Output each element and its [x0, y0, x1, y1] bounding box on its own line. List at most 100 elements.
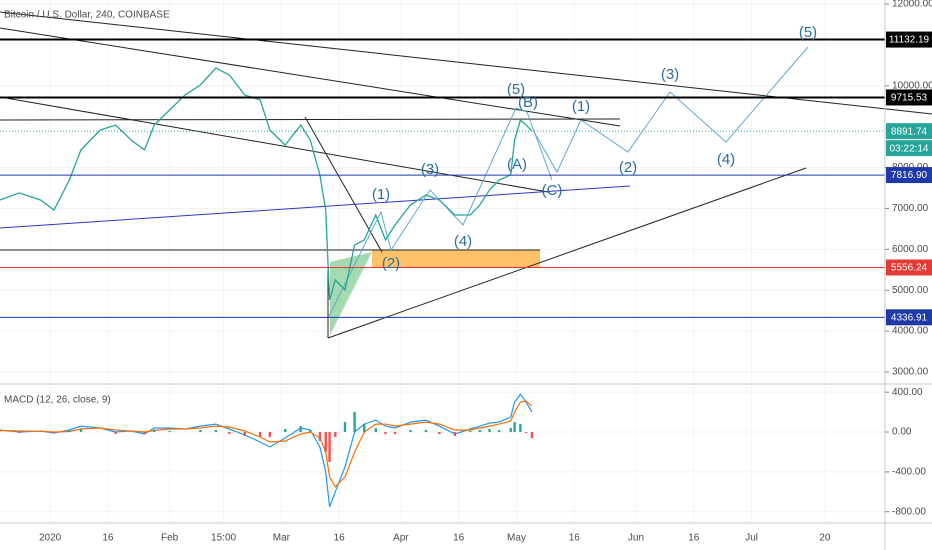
x-tick-label: Apr	[393, 533, 409, 544]
wave-label: (3)	[421, 161, 439, 178]
trend-line	[0, 96, 549, 193]
x-tick-label: 16	[569, 533, 581, 544]
x-tick-label: 16	[688, 533, 700, 544]
level-label-box	[886, 31, 932, 48]
level-label-box	[886, 89, 932, 106]
histogram-bar	[114, 432, 117, 435]
y-tick-label: 0.00	[892, 427, 912, 438]
histogram-bar	[497, 430, 501, 433]
histogram-bar	[424, 430, 428, 433]
y-tick-label: 400.00	[892, 387, 923, 398]
wave-label: (5)	[507, 81, 525, 98]
level-label: 5556.24	[891, 263, 928, 274]
wave-label: (4)	[454, 233, 472, 250]
level-label-box	[886, 167, 932, 184]
histogram-bar	[18, 432, 21, 434]
level-label: 9715.53	[891, 93, 928, 104]
x-tick-label: May	[507, 533, 526, 544]
trend-line	[0, 27, 621, 127]
level-label-box	[886, 123, 932, 140]
x-tick-label: Feb	[161, 533, 179, 544]
histogram-bar	[478, 430, 482, 433]
x-tick-label: 20	[819, 533, 831, 544]
histogram-bar	[409, 430, 412, 433]
histogram-bar	[488, 429, 491, 433]
wave-label: (5)	[799, 24, 817, 41]
x-tick-label: 16	[453, 533, 465, 544]
histogram-bar	[513, 422, 516, 433]
histogram-bar	[243, 432, 246, 437]
wave-label: (4)	[717, 151, 735, 168]
histogram-bar	[469, 431, 472, 433]
y-tick-label: -400.00	[892, 467, 926, 478]
wave-label: (C)	[542, 182, 563, 199]
wave-label: (2)	[382, 255, 400, 272]
histogram-bar	[324, 432, 327, 452]
y-tick-label: -800.00	[892, 506, 926, 517]
level-label-box	[886, 259, 932, 276]
y-tick-label: 5000.00	[892, 285, 929, 296]
histogram-bar	[363, 424, 366, 433]
histogram-bar	[284, 429, 287, 433]
level-label: 11132.19	[889, 35, 930, 46]
zone	[372, 250, 540, 267]
macd-title: MACD (12, 26, close, 9)	[4, 395, 111, 406]
histogram-bar	[384, 432, 387, 435]
histogram-bar	[199, 430, 202, 433]
histogram-bar	[343, 422, 347, 433]
y-tick-label: 10000.00	[892, 80, 932, 91]
chart-title: Bitcoin / U.S. Dollar, 240, COINBASE	[4, 10, 170, 21]
countdown-box	[886, 140, 932, 157]
histogram-bar	[79, 429, 83, 433]
x-tick-label: Mar	[273, 533, 291, 544]
x-tick-label: Jun	[628, 533, 644, 544]
plot	[0, 38, 885, 508]
grid	[0, 0, 885, 523]
level-label: 8891.74	[891, 126, 928, 137]
wave-label: (1)	[572, 98, 590, 115]
x-tick-label: 16	[102, 533, 114, 544]
histogram-bar	[258, 432, 262, 438]
wave-label: (3)	[661, 66, 679, 83]
histogram-bar	[268, 432, 272, 438]
y-tick-label: 4000.00	[892, 326, 929, 337]
x-tick-label: 15:00	[211, 533, 236, 544]
drawings	[0, 11, 932, 339]
level-label-box	[886, 309, 932, 326]
projection-path	[532, 46, 809, 174]
histogram-bar	[168, 431, 171, 433]
histogram-bar	[299, 426, 302, 433]
macd-line	[0, 393, 533, 508]
histogram-bar	[453, 432, 457, 437]
histogram-bar	[68, 430, 71, 433]
level-label: 4336.91	[891, 312, 928, 323]
histogram-bar	[374, 428, 378, 433]
wave-label: (B)	[518, 94, 538, 111]
histogram-bar	[438, 432, 441, 435]
y-tick-label: 3000.00	[892, 367, 929, 378]
histogram-bar	[509, 428, 512, 433]
y-tick-label: 7000.00	[892, 203, 929, 214]
wave-label: (2)	[619, 159, 637, 176]
histogram-bar	[52, 432, 56, 434]
histogram-bar	[152, 429, 156, 433]
histogram-bar	[309, 430, 312, 433]
histogram-bar	[334, 432, 337, 438]
histogram-bar	[519, 424, 522, 433]
histogram-bar	[393, 432, 397, 435]
triangle	[330, 252, 372, 335]
countdown: 03:22:14	[890, 143, 929, 154]
trend-line	[0, 185, 631, 229]
y-tick-label: 6000.00	[892, 244, 929, 255]
histogram-bar	[530, 432, 534, 439]
y-tick-label: 12000.00	[892, 0, 932, 10]
histogram-bar	[328, 432, 331, 462]
level-label: 7816.90	[891, 170, 928, 181]
x-tick-label: Jul	[745, 533, 758, 544]
trend-line	[0, 118, 621, 121]
histogram-bar	[353, 412, 356, 433]
histogram-bar	[318, 432, 322, 441]
wave-label: (A)	[507, 156, 527, 173]
